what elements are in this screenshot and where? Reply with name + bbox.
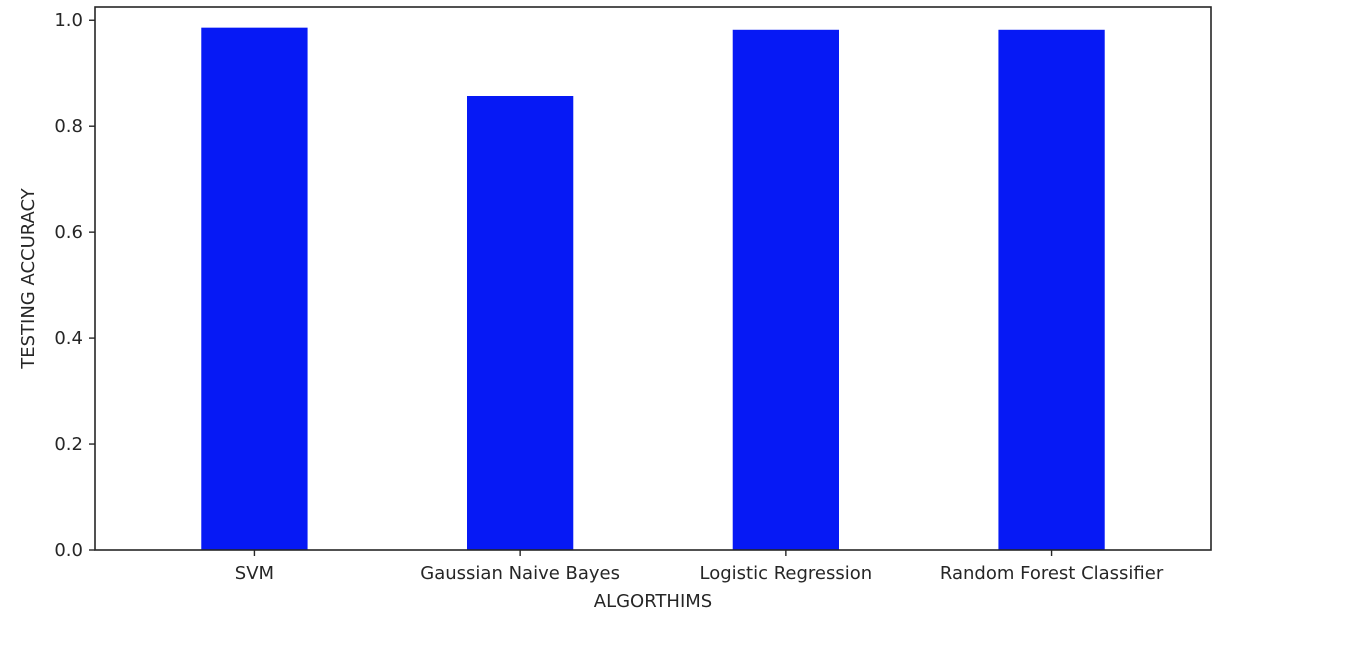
y-tick-label: 0.8	[54, 116, 83, 137]
bar-random-forest-classifier	[998, 29, 1105, 550]
x-axis-label: ALGORTHIMS	[594, 591, 712, 612]
y-axis-label: TESTING ACCURACY	[18, 187, 39, 370]
y-tick-label: 0.2	[54, 434, 83, 455]
y-tick-label: 0.4	[54, 328, 83, 349]
x-axis-ticks: SVM Gaussian Naive Bayes Logistic Regressi…	[235, 550, 1164, 584]
x-tick-label: Logistic Regression	[700, 563, 873, 584]
y-axis-ticks: 0.0 0.2 0.4 0.6 0.8 1.0	[54, 10, 95, 561]
plot-frame	[94, 6, 1212, 551]
y-tick-label: 1.0	[54, 10, 83, 31]
y-tick-label: 0.6	[54, 222, 83, 243]
bars-group	[201, 27, 1105, 551]
y-tick-label: 0.0	[54, 540, 83, 561]
x-tick-label: Random Forest Classifier	[940, 563, 1164, 584]
bar-svm	[201, 27, 308, 551]
x-tick-label: SVM	[235, 563, 274, 584]
bar-logistic-regression	[732, 29, 839, 550]
x-tick-label: Gaussian Naive Bayes	[420, 563, 620, 584]
bar-gaussian-naive-bayes	[467, 95, 574, 550]
